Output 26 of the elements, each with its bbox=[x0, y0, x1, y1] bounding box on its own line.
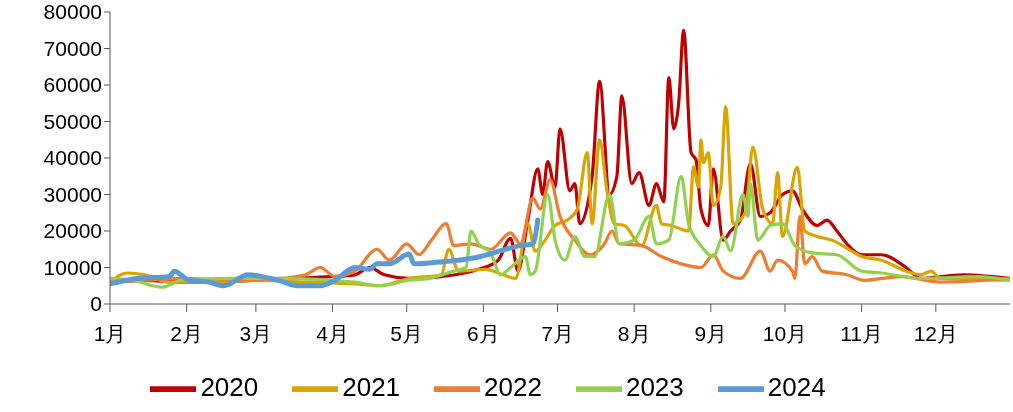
y-tick-label: 0 bbox=[90, 292, 102, 316]
y-tick-label: 80000 bbox=[43, 0, 102, 24]
legend-label: 2022 bbox=[484, 371, 542, 402]
legend-label: 2021 bbox=[342, 371, 401, 402]
y-tick-label: 50000 bbox=[43, 109, 102, 133]
y-tick-label: 40000 bbox=[43, 146, 102, 170]
x-tick-label: 9月 bbox=[694, 321, 728, 345]
x-tick-label: 10月 bbox=[762, 321, 808, 345]
x-tick-label: 7月 bbox=[541, 321, 574, 345]
x-tick-label: 6月 bbox=[467, 321, 500, 345]
x-tick-label: 3月 bbox=[239, 321, 273, 345]
legend-label: 2024 bbox=[767, 371, 826, 402]
y-tick-label: 70000 bbox=[43, 36, 102, 60]
x-tick-label: 12月 bbox=[913, 321, 958, 345]
legend-label: 2020 bbox=[200, 371, 259, 402]
y-tick-label: 20000 bbox=[43, 219, 102, 243]
y-tick-label: 60000 bbox=[43, 73, 102, 97]
y-tick-label: 10000 bbox=[43, 255, 102, 279]
y-tick-label: 30000 bbox=[43, 182, 102, 206]
x-tick-label: 4月 bbox=[316, 321, 349, 345]
x-tick-label: 11月 bbox=[840, 321, 884, 345]
x-tick-label: 2月 bbox=[170, 321, 203, 345]
x-tick-label: 1月 bbox=[93, 321, 127, 345]
legend-label: 2023 bbox=[625, 371, 684, 402]
x-tick-label: 8月 bbox=[617, 321, 651, 345]
x-tick-label: 5月 bbox=[390, 321, 424, 345]
